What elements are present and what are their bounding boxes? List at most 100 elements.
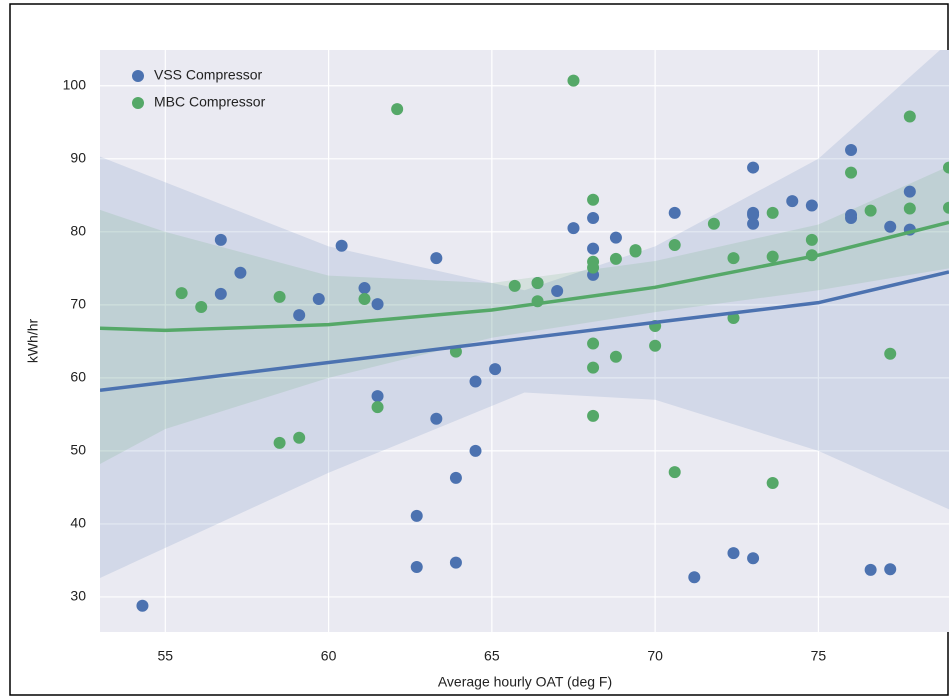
point: [943, 201, 949, 214]
x-tick-label: 75: [811, 648, 827, 664]
point: [587, 337, 600, 350]
point: [649, 339, 662, 352]
point: [747, 552, 760, 565]
y-tick-label: 90: [70, 150, 86, 166]
point: [449, 471, 462, 484]
point: [943, 161, 949, 174]
point: [587, 261, 600, 274]
point: [727, 547, 740, 560]
x-tick-label: 55: [158, 648, 174, 664]
point: [884, 347, 897, 360]
y-tick-label: 70: [70, 296, 86, 312]
point: [587, 211, 600, 224]
point: [668, 206, 681, 219]
point: [410, 561, 423, 574]
legend-label: VSS Compressor: [154, 67, 262, 83]
point: [903, 185, 916, 198]
point: [371, 298, 384, 311]
confidence-band: [100, 166, 949, 465]
point: [567, 74, 580, 87]
regression-line: [100, 270, 949, 393]
point: [766, 206, 779, 219]
y-tick-label: 30: [70, 588, 86, 604]
legend-label: MBC Compressor: [154, 94, 266, 110]
point: [358, 282, 371, 295]
point: [587, 361, 600, 374]
point: [430, 252, 443, 265]
point: [864, 204, 877, 217]
point: [551, 284, 564, 297]
point: [903, 110, 916, 123]
x-tick-label: 60: [321, 648, 337, 664]
point: [391, 103, 404, 116]
y-tick-label: 60: [70, 369, 86, 385]
point: [786, 195, 799, 208]
point: [410, 509, 423, 522]
axes: 55 60 65 70 75 30 40 50 60 70 80 90 100 VSS Compresso…: [63, 67, 827, 664]
point: [688, 571, 701, 584]
point: [273, 290, 286, 303]
plot: [100, 50, 949, 612]
y-tick-label: 50: [70, 442, 86, 458]
x-axis-label: Average hourly OAT (deg F): [438, 674, 612, 690]
point: [903, 202, 916, 215]
point: [531, 276, 544, 289]
y-axis-label: kWh/hr: [25, 318, 41, 363]
point: [469, 444, 482, 457]
grid: [100, 50, 949, 632]
legend-marker: [132, 70, 144, 82]
legend-marker: [132, 97, 144, 109]
point: [195, 301, 208, 314]
point: [293, 431, 306, 444]
point: [805, 199, 818, 212]
point: [629, 245, 642, 258]
point: [371, 401, 384, 414]
point: [668, 466, 681, 479]
point: [587, 242, 600, 255]
point: [175, 287, 188, 300]
regression-line: [100, 220, 949, 333]
point: [234, 266, 247, 279]
point: [845, 166, 858, 179]
point: [747, 209, 760, 222]
point: [805, 233, 818, 246]
confidence-band: [100, 50, 949, 578]
y-tick-label: 40: [70, 515, 86, 531]
point: [609, 350, 622, 363]
point: [727, 252, 740, 265]
point: [587, 193, 600, 206]
point: [508, 279, 521, 292]
point: [609, 252, 622, 265]
point: [214, 287, 227, 300]
point: [668, 238, 681, 251]
x-tick-label: 65: [484, 648, 500, 664]
point: [845, 211, 858, 224]
point: [707, 217, 720, 230]
point: [747, 217, 760, 230]
point: [884, 220, 897, 233]
point: [489, 363, 502, 376]
point: [273, 436, 286, 449]
point: [358, 293, 371, 306]
point: [371, 390, 384, 403]
point: [293, 309, 306, 322]
x-tick-label: 70: [647, 648, 663, 664]
point: [884, 563, 897, 576]
y-tick-label: 100: [63, 76, 87, 92]
point: [766, 477, 779, 490]
point: [449, 556, 462, 569]
point: [845, 144, 858, 157]
point: [864, 563, 877, 576]
point: [766, 250, 779, 263]
point: [469, 375, 482, 388]
point: [747, 161, 760, 174]
point: [335, 239, 348, 252]
point: [214, 233, 227, 246]
point: [136, 599, 149, 612]
plot-area: [100, 50, 949, 632]
y-tick-label: 80: [70, 223, 86, 239]
point: [312, 293, 325, 306]
point: [567, 222, 580, 235]
point: [587, 409, 600, 422]
